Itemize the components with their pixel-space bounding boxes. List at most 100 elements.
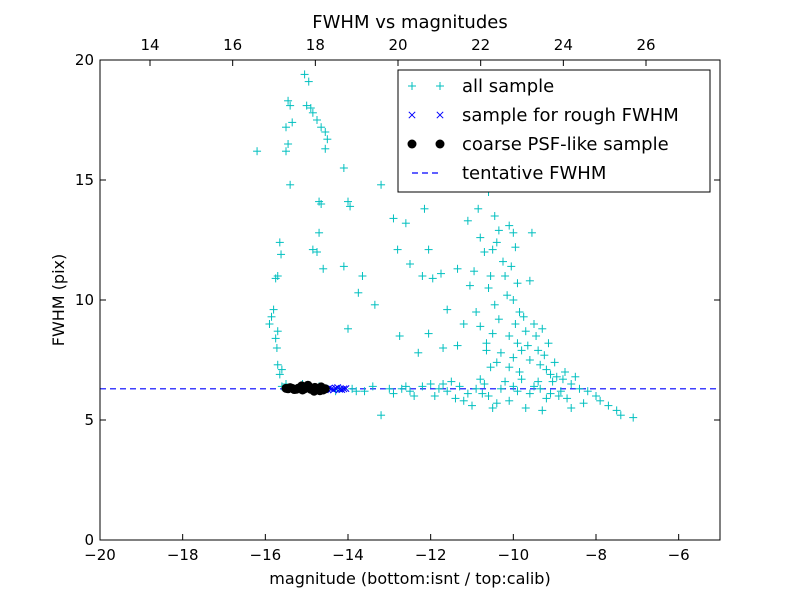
legend-swatch: [436, 111, 444, 119]
legend-swatch: [435, 139, 445, 149]
all-sample-point: [517, 346, 526, 355]
all-sample-point: [548, 377, 557, 386]
all-sample-point: [269, 305, 278, 314]
legend-entry: tentative FWHM: [412, 163, 606, 184]
legend-label: coarse PSF-like sample: [462, 134, 669, 155]
top-x-tick-label: 24: [554, 36, 573, 54]
x-tick-label: −18: [167, 546, 199, 564]
all-sample-point: [604, 401, 613, 410]
legend-items: all sample sample for rough FWHM coarse PS…: [407, 76, 679, 184]
all-sample-point: [414, 348, 423, 357]
all-sample-point: [513, 387, 522, 396]
all-sample-point: [271, 334, 280, 343]
legend-entry: sample for rough FWHM: [408, 105, 679, 126]
all-sample-point: [401, 219, 410, 228]
all-sample-point: [410, 392, 419, 400]
top-x-tick-label: 20: [388, 36, 407, 54]
all-sample-point: [509, 296, 518, 304]
all-sample-point: [393, 245, 402, 254]
legend-entry: coarse PSF-like sample: [407, 134, 669, 155]
all-sample-point: [339, 262, 348, 271]
all-sample-point: [273, 327, 282, 336]
all-sample-point: [592, 392, 600, 400]
all-sample-point: [488, 404, 497, 412]
all-sample-point: [499, 257, 507, 266]
all-sample-point: [550, 358, 559, 367]
all-sample-point: [488, 329, 497, 338]
all-sample-point: [348, 384, 357, 393]
all-sample-point: [308, 108, 317, 117]
all-sample-point: [505, 363, 514, 372]
all-sample-point: [546, 389, 555, 398]
all-sample-point: [494, 315, 503, 324]
all-sample-point: [515, 308, 524, 316]
all-sample-point: [420, 204, 429, 213]
all-sample-point: [525, 356, 534, 364]
rough-fwhm-point: [334, 384, 342, 392]
rough-fwhm-point: [340, 385, 348, 393]
legend-swatch: [407, 139, 417, 149]
legend-entry: all sample: [408, 76, 554, 97]
all-sample-point: [389, 389, 398, 398]
all-sample-point: [530, 382, 538, 391]
all-sample-point: [277, 250, 286, 259]
all-sample-point: [496, 384, 505, 393]
all-sample-point: [476, 322, 485, 331]
all-sample-point: [482, 339, 491, 348]
all-sample-point: [439, 380, 448, 388]
all-sample-point: [486, 272, 495, 280]
all-sample-point: [339, 164, 348, 172]
all-sample-point: [282, 147, 290, 156]
all-sample-point: [273, 360, 282, 369]
all-sample-point: [484, 284, 493, 292]
all-sample-point: [536, 384, 545, 393]
all-sample-point: [317, 200, 326, 208]
all-sample-point: [513, 339, 522, 348]
all-sample-point: [428, 274, 437, 283]
y-tick-label: 10: [75, 291, 94, 309]
all-sample-point: [463, 216, 472, 225]
all-sample-point: [344, 197, 352, 206]
all-sample-point: [253, 147, 262, 156]
x-axis-label: magnitude (bottom:isnt / top:calib): [269, 569, 550, 588]
all-sample-point: [271, 274, 280, 283]
series-plus: [253, 70, 638, 422]
all-sample-point: [515, 368, 524, 376]
all-sample-point: [470, 267, 479, 276]
all-sample-point: [540, 351, 549, 360]
all-sample-point: [596, 396, 605, 405]
top-x-tick-label: 26: [636, 36, 655, 54]
all-sample-point: [439, 344, 448, 352]
all-sample-point: [480, 248, 489, 256]
rough-fwhm-point: [329, 386, 338, 394]
all-sample-point: [629, 413, 638, 422]
all-sample-point: [370, 300, 379, 309]
all-sample-point: [418, 272, 427, 280]
all-sample-point: [453, 264, 462, 273]
all-sample-point: [377, 180, 386, 189]
chart-title: FWHM vs magnitudes: [312, 12, 507, 33]
all-sample-point: [313, 116, 321, 124]
all-sample-point: [513, 279, 522, 288]
all-sample-point: [317, 123, 326, 132]
all-sample-point: [527, 228, 536, 237]
all-sample-point: [561, 368, 569, 376]
all-sample-point: [451, 394, 460, 403]
all-sample-point: [521, 327, 530, 336]
all-sample-point: [354, 288, 363, 297]
all-sample-point: [556, 387, 565, 396]
all-sample-point: [277, 365, 286, 374]
all-sample-point: [468, 401, 476, 410]
all-sample-point: [472, 384, 481, 393]
all-sample-point: [282, 123, 290, 132]
all-sample-point: [385, 384, 394, 393]
all-sample-point: [542, 365, 551, 374]
all-sample-point: [443, 305, 452, 314]
x-tick-label: −16: [250, 546, 282, 564]
all-sample-point: [397, 384, 406, 393]
all-sample-point: [511, 243, 520, 252]
all-sample-point: [567, 404, 576, 412]
all-sample-point: [447, 377, 456, 386]
all-sample-point: [482, 346, 491, 355]
all-sample-point: [478, 389, 487, 398]
